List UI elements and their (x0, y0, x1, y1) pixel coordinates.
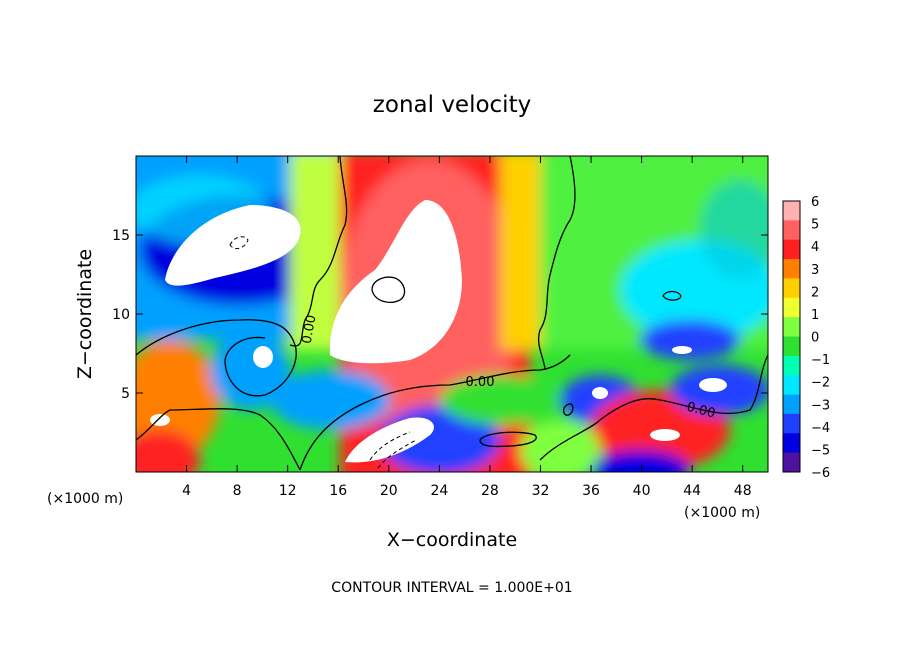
colorbar-segment (783, 413, 800, 434)
colorbar-tick-label: 5 (811, 218, 819, 233)
contour-label: 0.00 (685, 400, 717, 422)
colorbar-segment (783, 336, 800, 357)
x-tick-label: 8 (233, 483, 242, 499)
x-tick-label: 40 (633, 483, 651, 499)
colorbar-segment (783, 317, 800, 337)
colorbar-segment (783, 355, 800, 376)
colorbar-tick-label: 6 (811, 195, 819, 210)
x-tick-label: 32 (532, 483, 550, 499)
colorbar-tick-label: −6 (811, 466, 830, 481)
colorbar-segment (783, 278, 800, 299)
colorbar-segment (783, 375, 800, 396)
x-axis-label: X−coordinate (387, 529, 517, 551)
colorbar-frame (782, 200, 801, 473)
colorbar-tick-label: −3 (811, 398, 830, 413)
colorbar-segment (783, 452, 800, 473)
colorbar-tick-label: 2 (811, 285, 819, 300)
y-tick-label: 5 (121, 386, 130, 402)
x-tick-label: 16 (329, 483, 347, 499)
x-tick-label: 48 (734, 483, 752, 499)
x-axis: 4 8 12 16 20 24 28 32 36 40 44 48 (182, 156, 752, 499)
colorbar: 6 5 4 3 2 1 0 −1 −2 −3 −4 −5 −6 (782, 195, 830, 481)
plot-area: 0.00 0.00 0.00 (136, 156, 768, 472)
contour-lines (136, 156, 768, 471)
x-tick-label: 20 (380, 483, 398, 499)
y-axis: 5 10 15 (112, 228, 768, 402)
x-tick-label: 28 (481, 483, 499, 499)
colorbar-segment (783, 239, 800, 260)
colorbar-tick-label: 4 (811, 240, 819, 255)
colorbar-tick-label: −5 (811, 443, 830, 458)
negative-contours (229, 236, 417, 469)
contour-label: 0.00 (300, 314, 320, 345)
y-tick-label: 15 (112, 228, 130, 244)
colorbar-tick-label: −1 (811, 353, 830, 368)
colorbar-tick-label: 0 (811, 331, 819, 346)
x-unit-left: (×1000 m) (47, 491, 123, 507)
colorbar-tick-label: −4 (811, 421, 830, 436)
contour-interval-footnote: CONTOUR INTERVAL = 1.000E+01 (331, 580, 572, 596)
x-tick-label: 24 (430, 483, 448, 499)
colorbar-segment (783, 220, 800, 241)
colorbar-segment (783, 201, 800, 221)
x-tick-label: 44 (683, 483, 701, 499)
y-tick-label: 10 (112, 307, 130, 323)
x-unit-right: (×1000 m) (684, 505, 760, 521)
colorbar-tick-label: −2 (811, 376, 830, 391)
x-tick-label: 36 (582, 483, 600, 499)
colorbar-tick-label: 1 (811, 308, 819, 323)
colorbar-segment (783, 394, 800, 415)
saturated-regions (150, 200, 727, 463)
colorbar-segment (783, 433, 800, 454)
colorbar-tick-label: 3 (811, 263, 819, 278)
x-tick-label: 4 (182, 483, 191, 499)
colorbar-segment (783, 297, 800, 318)
contour-label: 0.00 (466, 375, 495, 390)
x-tick-label: 12 (279, 483, 297, 499)
chart-title: zonal velocity (373, 92, 531, 118)
colorbar-segment (783, 259, 800, 279)
y-axis-label: Z−coordinate (74, 249, 96, 379)
